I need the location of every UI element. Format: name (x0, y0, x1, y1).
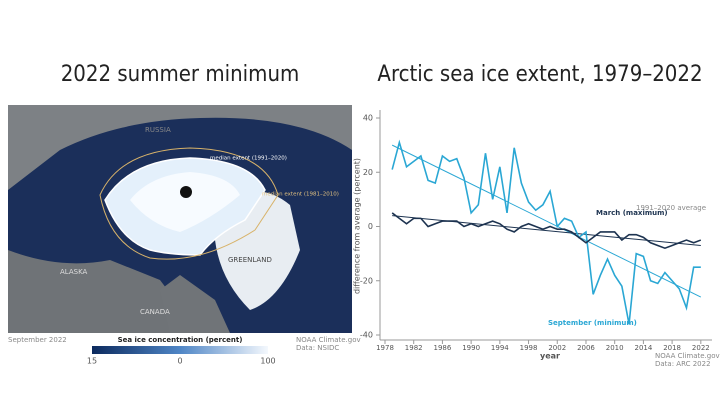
series-line (391, 139, 701, 325)
map (8, 105, 352, 333)
x-tick-label: 1978 (376, 344, 394, 352)
average-label: 1991–2020 average (636, 204, 706, 212)
y-label: difference from average (percent) (353, 158, 362, 294)
series-label: September (minimum) (548, 319, 637, 327)
colorbar (92, 346, 268, 354)
map-source: Data: NSIDC (296, 344, 339, 352)
x-tick-label: 2002 (548, 344, 566, 352)
x-tick-label: 2018 (663, 344, 681, 352)
x-tick-label: 1998 (520, 344, 538, 352)
series-label: March (maximum) (596, 209, 668, 217)
x-tick-label: 2006 (577, 344, 595, 352)
map-label: CANADA (140, 308, 170, 316)
x-tick-label: 1990 (462, 344, 480, 352)
chart-credit: NOAA Climate.gov (655, 352, 720, 360)
map-label: GREENLAND (228, 256, 272, 264)
x-tick-label: 1982 (405, 344, 423, 352)
y-tick-label: 0 (368, 222, 373, 231)
y-tick-label: 40 (363, 114, 373, 123)
map-credit: NOAA Climate.gov (296, 336, 361, 344)
trend-line (391, 144, 702, 298)
chart-source: Data: ARC 2022 (655, 360, 711, 368)
map-title: 2022 summer minimum (61, 62, 300, 87)
map-label: RUSSIA (145, 126, 171, 134)
x-tick-label: 2010 (606, 344, 624, 352)
chart-title: Arctic sea ice extent, 1979–2022 (377, 62, 702, 87)
y-tick-label: -20 (360, 276, 373, 285)
series-line (391, 212, 702, 250)
x-tick-label: 1994 (491, 344, 509, 352)
colorbar-title: Sea ice concentration (percent) (118, 336, 243, 344)
map-date: September 2022 (8, 336, 67, 344)
colorbar-tick: 0 (177, 357, 182, 366)
y-tick-label: -40 (360, 331, 373, 340)
map-label: median extent (1991–2020) (210, 156, 287, 162)
x-tick-label: 2022 (692, 344, 710, 352)
x-tick-label: 1986 (434, 344, 452, 352)
map-label: median extent (1981–2010) (262, 192, 339, 198)
map-label: ALASKA (60, 268, 88, 276)
colorbar-tick: 15 (87, 357, 97, 366)
trend-line (392, 215, 701, 246)
colorbar-tick: 100 (260, 357, 275, 366)
x-tick-label: 2014 (634, 344, 652, 352)
y-tick-label: 20 (363, 168, 373, 177)
x-label: year (540, 352, 560, 361)
